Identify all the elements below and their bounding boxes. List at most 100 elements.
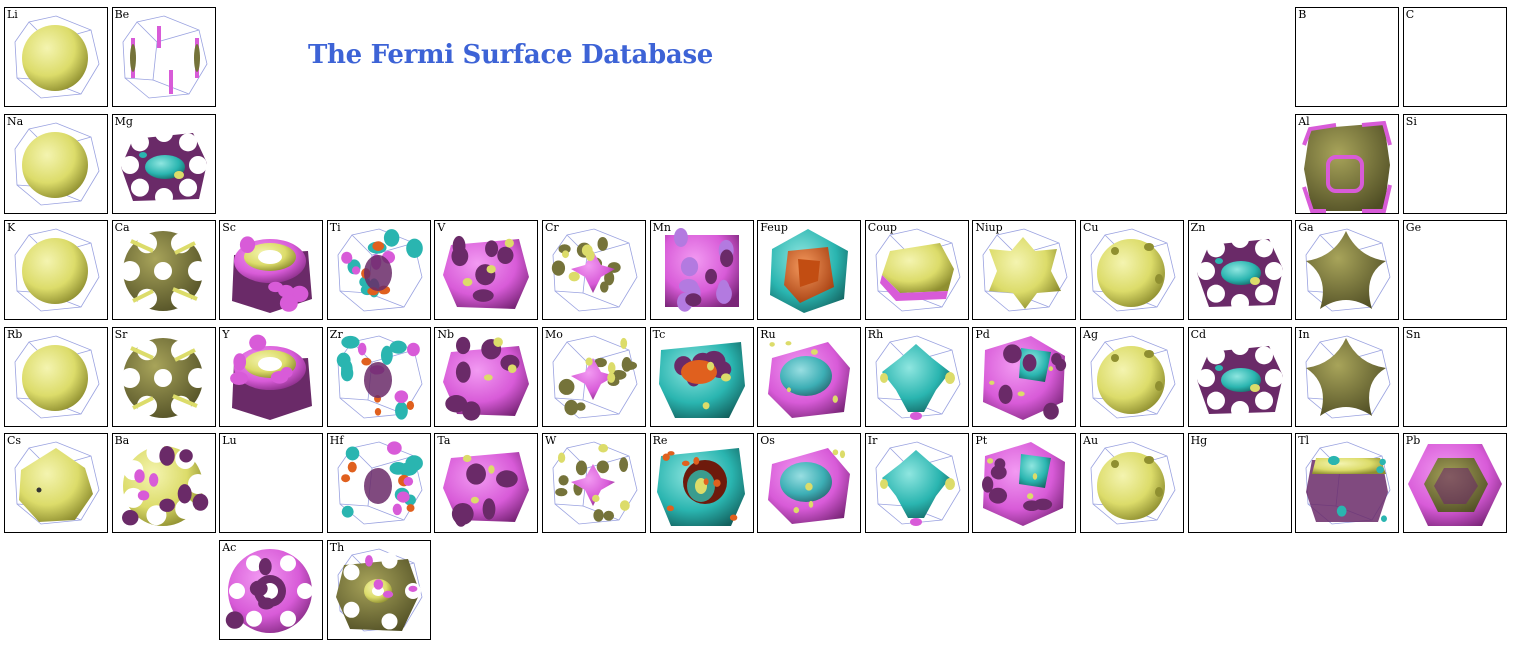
element-symbol: C xyxy=(1405,8,1415,21)
element-symbol: Pt xyxy=(975,434,988,447)
element-cell-ac[interactable]: Ac xyxy=(219,539,324,640)
element-symbol: Mn xyxy=(652,221,671,234)
element-symbol: Mo xyxy=(545,327,563,341)
element-cell-al[interactable]: Al xyxy=(1295,113,1400,214)
element-cell-ti[interactable]: Ti xyxy=(326,220,431,320)
element-symbol: Zr xyxy=(329,327,343,341)
element-symbol: Cu xyxy=(1083,221,1099,234)
element-symbol: Na xyxy=(7,114,24,128)
element-cell-cr[interactable]: Cr xyxy=(542,220,646,320)
page-title: The Fermi Surface Database xyxy=(308,40,714,70)
element-cell-ru[interactable]: Ru xyxy=(757,326,862,427)
element-symbol: Rb xyxy=(7,327,23,341)
element-symbol: Sc xyxy=(222,221,236,234)
element-cell-na[interactable]: Na xyxy=(4,113,108,214)
element-symbol: Ca xyxy=(114,221,130,234)
element-cell-hf[interactable]: Hf xyxy=(326,433,431,533)
element-cell-mo[interactable]: Mo xyxy=(542,326,646,427)
element-symbol: Au xyxy=(1083,434,1099,447)
element-cell-tc[interactable]: Tc xyxy=(649,326,754,427)
element-symbol: Nb xyxy=(437,327,455,341)
element-cell-hg[interactable]: Hg xyxy=(1187,433,1292,533)
element-cell-ge[interactable]: Ge xyxy=(1402,220,1507,320)
element-symbol: Th xyxy=(329,540,345,554)
element-cell-sr[interactable]: Sr xyxy=(111,326,216,427)
element-cell-zn[interactable]: Zn xyxy=(1187,220,1292,320)
element-cell-re[interactable]: Re xyxy=(649,433,754,533)
element-cell-coup[interactable]: Coup xyxy=(864,220,969,320)
element-cell-tl[interactable]: Tl xyxy=(1295,433,1400,533)
element-cell-niup[interactable]: Niup xyxy=(972,220,1077,320)
element-symbol: Sr xyxy=(114,327,128,341)
element-symbol: Ge xyxy=(1405,221,1422,234)
element-cell-w[interactable]: W xyxy=(542,433,646,533)
element-cell-nb[interactable]: Nb xyxy=(434,326,539,427)
element-cell-ta[interactable]: Ta xyxy=(434,433,539,533)
element-cell-os[interactable]: Os xyxy=(757,433,862,533)
element-cell-b[interactable]: B xyxy=(1295,7,1400,107)
element-symbol: Lu xyxy=(222,434,237,447)
element-symbol: Coup xyxy=(867,221,897,234)
element-symbol: Be xyxy=(114,8,130,21)
element-cell-c[interactable]: C xyxy=(1402,7,1507,107)
element-cell-mn[interactable]: Mn xyxy=(649,220,754,320)
element-cell-y[interactable]: Y xyxy=(219,326,324,427)
element-cell-zr[interactable]: Zr xyxy=(326,326,431,427)
element-cell-si[interactable]: Si xyxy=(1402,113,1507,214)
element-symbol: Al xyxy=(1298,114,1310,128)
element-cell-cu[interactable]: Cu xyxy=(1080,220,1184,320)
element-symbol: Si xyxy=(1405,114,1417,128)
element-cell-lu[interactable]: Lu xyxy=(219,433,324,533)
element-cell-th[interactable]: Th xyxy=(326,539,431,640)
element-cell-sn[interactable]: Sn xyxy=(1402,326,1507,427)
element-symbol: Cs xyxy=(7,434,22,447)
element-symbol: Y xyxy=(222,327,230,341)
element-symbol: Pb xyxy=(1405,434,1421,447)
element-cell-ba[interactable]: Ba xyxy=(111,433,216,533)
element-symbol: Mg xyxy=(114,114,133,128)
element-symbol: Ba xyxy=(114,434,130,447)
element-symbol: Ag xyxy=(1083,327,1098,341)
element-symbol: Re xyxy=(652,434,668,447)
element-symbol: Hg xyxy=(1190,434,1208,447)
element-symbol: Feup xyxy=(760,221,788,234)
element-cell-pd[interactable]: Pd xyxy=(972,326,1077,427)
element-cell-ca[interactable]: Ca xyxy=(111,220,216,320)
element-symbol: K xyxy=(7,221,16,234)
element-symbol: Os xyxy=(760,434,775,447)
element-symbol: Ga xyxy=(1298,221,1314,234)
element-symbol: Ti xyxy=(329,221,341,234)
element-symbol: Tl xyxy=(1298,434,1310,447)
element-cell-mg[interactable]: Mg xyxy=(111,113,216,214)
element-symbol: B xyxy=(1298,8,1307,21)
element-symbol: Zn xyxy=(1190,221,1206,234)
element-symbol: V xyxy=(437,221,446,234)
element-symbol: Hf xyxy=(329,434,344,447)
element-cell-in[interactable]: In xyxy=(1295,326,1400,427)
element-symbol: Pd xyxy=(975,327,990,341)
element-cell-feup[interactable]: Feup xyxy=(757,220,862,320)
element-cell-cs[interactable]: Cs xyxy=(4,433,108,533)
element-symbol: W xyxy=(545,434,557,447)
element-cell-rb[interactable]: Rb xyxy=(4,326,108,427)
element-cell-ir[interactable]: Ir xyxy=(864,433,969,533)
element-symbol: Li xyxy=(7,8,18,21)
element-symbol: Tc xyxy=(652,327,666,341)
element-cell-k[interactable]: K xyxy=(4,220,108,320)
element-cell-sc[interactable]: Sc xyxy=(219,220,324,320)
element-cell-ag[interactable]: Ag xyxy=(1080,326,1184,427)
element-cell-li[interactable]: Li xyxy=(4,7,108,107)
element-symbol: Cr xyxy=(545,221,559,234)
element-cell-rh[interactable]: Rh xyxy=(864,326,969,427)
element-cell-pb[interactable]: Pb xyxy=(1402,433,1507,533)
element-cell-ga[interactable]: Ga xyxy=(1295,220,1400,320)
element-symbol: Rh xyxy=(867,327,884,341)
element-cell-cd[interactable]: Cd xyxy=(1187,326,1292,427)
element-symbol: Ru xyxy=(760,327,776,341)
element-symbol: Niup xyxy=(975,221,1003,234)
element-symbol: Cd xyxy=(1190,327,1207,341)
element-cell-v[interactable]: V xyxy=(434,220,539,320)
element-cell-pt[interactable]: Pt xyxy=(972,433,1077,533)
element-cell-au[interactable]: Au xyxy=(1080,433,1184,533)
element-cell-be[interactable]: Be xyxy=(111,7,216,107)
